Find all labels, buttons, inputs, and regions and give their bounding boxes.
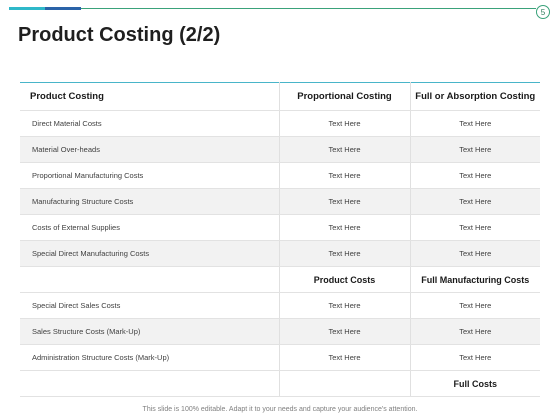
- subtotal-empty-cell: [20, 266, 279, 293]
- full-cell: Text Here: [409, 318, 540, 345]
- proportional-cell: Text Here: [278, 110, 410, 137]
- costing-table: Product Costing Proportional Costing Ful…: [20, 82, 540, 397]
- table-row: Manufacturing Structure Costs Text Here …: [20, 188, 540, 215]
- proportional-cell: Text Here: [278, 240, 410, 267]
- proportional-cell: Text Here: [278, 344, 410, 371]
- slide-title: Product Costing (2/2): [18, 24, 221, 46]
- row-label: Special Direct Sales Costs: [20, 292, 279, 319]
- proportional-cell: Text Here: [278, 292, 410, 319]
- table-row: Direct Material Costs Text Here Text Her…: [20, 110, 540, 137]
- total-empty-cell: [278, 370, 410, 397]
- product-costs-label: Product Costs: [278, 266, 410, 293]
- table-row: Administration Structure Costs (Mark-Up)…: [20, 344, 540, 371]
- accent-bar: [9, 7, 81, 10]
- row-label: Administration Structure Costs (Mark-Up): [20, 344, 279, 371]
- proportional-cell: Text Here: [278, 136, 410, 163]
- full-costs-label: Full Costs: [409, 370, 540, 397]
- full-cell: Text Here: [409, 344, 540, 371]
- proportional-cell: Text Here: [278, 188, 410, 215]
- table-row: Sales Structure Costs (Mark-Up) Text Her…: [20, 318, 540, 345]
- row-label: Manufacturing Structure Costs: [20, 188, 279, 215]
- header-proportional-costing: Proportional Costing: [278, 82, 410, 111]
- row-label: Sales Structure Costs (Mark-Up): [20, 318, 279, 345]
- footer-note: This slide is 100% editable. Adapt it to…: [142, 406, 418, 413]
- full-cell: Text Here: [409, 240, 540, 267]
- full-manufacturing-costs-label: Full Manufacturing Costs: [409, 266, 540, 293]
- table-row: Special Direct Manufacturing Costs Text …: [20, 240, 540, 267]
- row-label: Direct Material Costs: [20, 110, 279, 137]
- header-full-absorption-costing: Full or Absorption Costing: [409, 82, 540, 111]
- table-row: Special Direct Sales Costs Text Here Tex…: [20, 292, 540, 319]
- row-label: Costs of External Supplies: [20, 214, 279, 241]
- full-cell: Text Here: [409, 110, 540, 137]
- proportional-cell: Text Here: [278, 162, 410, 189]
- full-cell: Text Here: [409, 162, 540, 189]
- total-row: Full Costs: [20, 370, 540, 397]
- total-empty-cell: [20, 370, 279, 397]
- proportional-cell: Text Here: [278, 318, 410, 345]
- table-row: Material Over-heads Text Here Text Here: [20, 136, 540, 163]
- page-number-badge: 5: [536, 5, 550, 19]
- accent-bar-teal: [9, 7, 45, 10]
- full-cell: Text Here: [409, 214, 540, 241]
- accent-bar-blue: [45, 7, 81, 10]
- full-cell: Text Here: [409, 292, 540, 319]
- row-label: Material Over-heads: [20, 136, 279, 163]
- full-cell: Text Here: [409, 136, 540, 163]
- header-rule: [81, 8, 536, 9]
- full-cell: Text Here: [409, 188, 540, 215]
- proportional-cell: Text Here: [278, 214, 410, 241]
- row-label: Proportional Manufacturing Costs: [20, 162, 279, 189]
- table-header-row: Product Costing Proportional Costing Ful…: [20, 82, 540, 111]
- table-row: Costs of External Supplies Text Here Tex…: [20, 214, 540, 241]
- header-product-costing: Product Costing: [20, 82, 279, 111]
- table-row: Proportional Manufacturing Costs Text He…: [20, 162, 540, 189]
- row-label: Special Direct Manufacturing Costs: [20, 240, 279, 267]
- subtotal-row: Product Costs Full Manufacturing Costs: [20, 266, 540, 293]
